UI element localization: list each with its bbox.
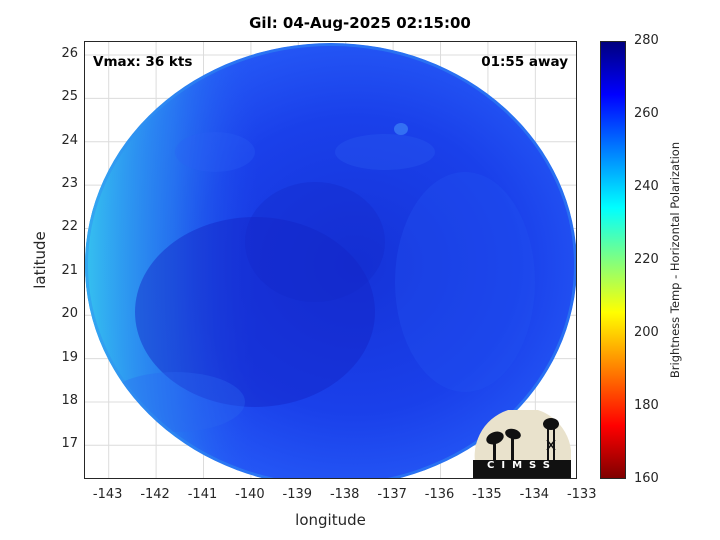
colorbar-tick-label: 260 [634,106,659,121]
map-plot-area: Vmax: 36 kts 01:55 away CIMSS [84,41,577,479]
colorbar-tick-label: 180 [634,398,659,413]
logo-text: CIMSS [487,460,557,471]
y-tick-label: 20 [61,306,78,322]
colorbar-tick-label: 240 [634,179,659,194]
y-tick-label: 22 [61,219,78,235]
y-tick-label: 26 [61,46,78,61]
colorbar-label: Brightness Temp - Horizontal Polarizatio… [668,141,682,379]
y-tick-label: 25 [61,89,78,105]
colorbar-tick-label: 280 [634,33,659,48]
map-title: Gil: 04-Aug-2025 02:15:00 [249,14,471,32]
x-tick-label: -141 [187,487,218,502]
y-tick-label: 24 [61,132,78,148]
colorbar-tick-label: 200 [634,325,659,340]
x-tick-label: -143 [92,487,123,502]
y-tick-label: 23 [61,176,78,192]
time-offset-label: 01:55 away [481,54,568,70]
y-tick-label: 19 [61,349,78,365]
colorbar [600,41,626,479]
y-axis-label: latitude [31,231,49,289]
x-tick-label: -137 [377,487,407,502]
x-tick-label: -136 [424,487,455,502]
colorbar-tick-label: 160 [634,471,659,486]
x-tick-label: -138 [329,487,360,502]
vmax-label: Vmax: 36 kts [93,54,193,70]
y-tick-label: 21 [61,262,78,278]
microwave-swath-image [85,42,576,478]
x-tick-label: -140 [235,487,265,502]
colorbar-tick-label: 220 [634,252,659,267]
x-tick-label: -142 [140,487,170,502]
y-tick-label: 17 [61,436,78,452]
x-tick-label: -133 [566,487,597,502]
y-tick-label: 18 [61,392,78,408]
x-tick-label: -135 [472,487,502,502]
cimss-logo: CIMSS [473,410,571,478]
x-tick-label: -134 [519,487,550,502]
x-tick-label: -139 [282,487,313,502]
x-axis-label: longitude [295,511,366,529]
